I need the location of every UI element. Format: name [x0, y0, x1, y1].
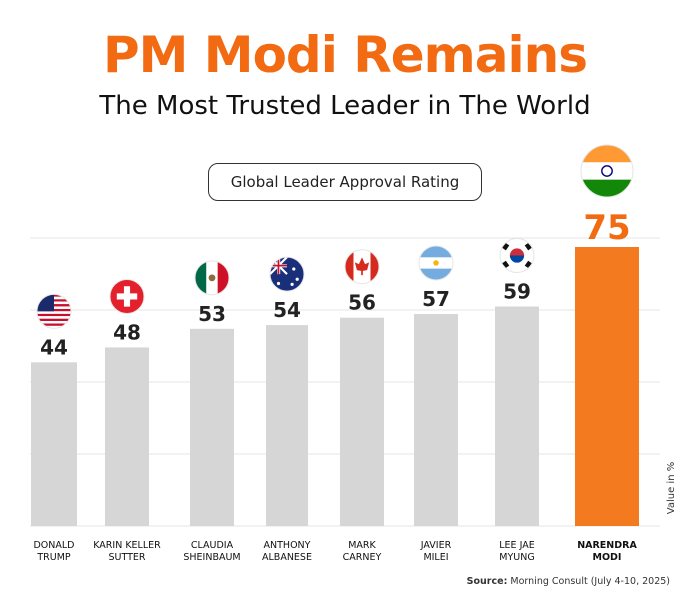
australia-flag-icon [269, 256, 305, 292]
chart-title: Global Leader Approval Rating [208, 163, 482, 201]
india-flag-icon [580, 144, 634, 198]
mexico-flag-icon [194, 260, 230, 296]
x-tick-label: ANTHONY [264, 540, 311, 551]
data-label: 75 [583, 208, 630, 248]
x-tick-label: KARIN KELLER [93, 540, 161, 551]
canada-flag-icon [344, 249, 380, 285]
bar [575, 247, 639, 526]
data-label: 54 [273, 298, 301, 322]
x-tick-label: MILEI [423, 552, 448, 563]
x-tick-label: MODI [593, 552, 622, 563]
x-tick-label: NARENDRA [577, 540, 637, 551]
x-tick-label: CARNEY [343, 552, 382, 563]
data-label: 53 [198, 302, 226, 326]
page-title: PM Modi Remains [103, 26, 588, 84]
x-tick-label: SUTTER [108, 552, 145, 563]
bar [266, 325, 308, 526]
data-label: 59 [503, 280, 531, 304]
switzerland-flag-icon [109, 278, 145, 314]
source-label: Source: [466, 576, 508, 587]
x-tick-label: JAVIER [420, 540, 452, 551]
bar [31, 362, 77, 526]
data-label: 57 [422, 287, 450, 311]
source-text: Morning Consult (July 4-10, 2025) [510, 576, 670, 587]
argentina-flag-icon [418, 245, 454, 281]
bar [340, 317, 384, 526]
y-axis-label: Value in % [666, 462, 677, 514]
south-korea-flag-icon [499, 238, 535, 274]
source-note: Source: Morning Consult (July 4-10, 2025… [467, 576, 670, 587]
data-label: 48 [113, 320, 141, 344]
x-tick-label: CLAUDIA [191, 540, 234, 551]
x-tick-label: LEE JAE [499, 540, 534, 551]
x-tick-label: TRUMP [36, 552, 71, 563]
x-tick-label: MYUNG [499, 552, 534, 563]
data-label: 56 [348, 291, 376, 315]
page-subtitle: The Most Trusted Leader in The World [99, 91, 591, 121]
bar [190, 328, 234, 526]
data-label: 44 [40, 335, 68, 359]
x-tick-label: SHEINBAUM [183, 552, 240, 563]
x-tick-label: ALBANESE [262, 552, 312, 563]
bar [105, 347, 149, 526]
x-tick-label: MARK [348, 540, 376, 551]
bar [495, 306, 539, 526]
x-tick-label: DONALD [33, 540, 74, 551]
chart-title-text: Global Leader Approval Rating [230, 173, 460, 191]
usa-flag-icon [36, 293, 72, 329]
bar [414, 313, 458, 526]
